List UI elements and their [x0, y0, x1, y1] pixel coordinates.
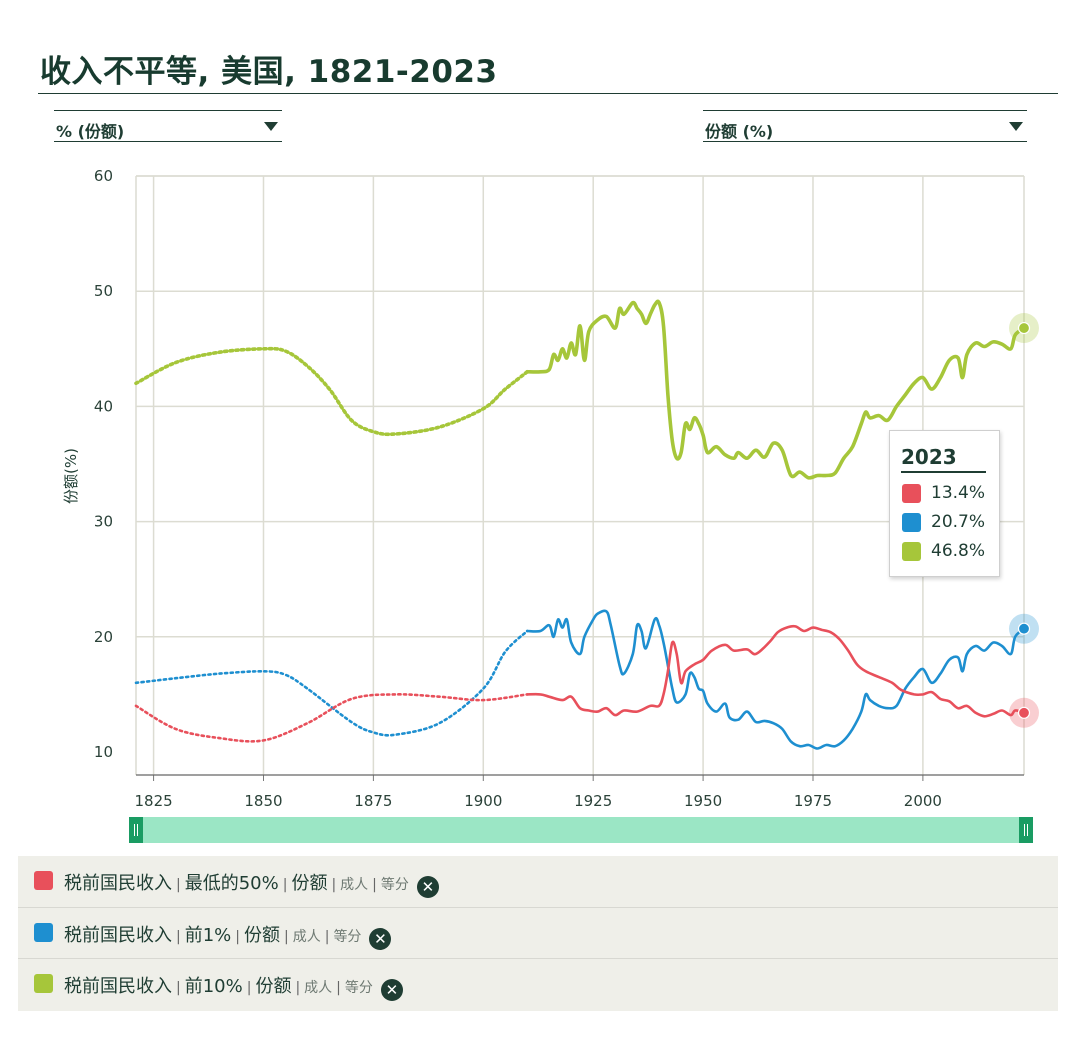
y-tick-label: 40	[94, 397, 113, 415]
x-tick-label: 1925	[574, 792, 612, 810]
y-tick-label: 30	[94, 513, 113, 531]
legend-item-top10: 税前国民收入 | 前10% | 份额 | 成人 | 等分 ✕	[18, 958, 1058, 1009]
tooltip-swatch	[902, 542, 921, 561]
series-lines	[134, 299, 1026, 750]
left-axis-unit-label: % (份额)	[56, 122, 125, 141]
page-title: 收入不平等, 美国, 1821-2023	[40, 54, 498, 90]
end-markers	[1009, 313, 1039, 728]
legend-text: 税前国民收入 | 最低的50% | 份额 | 成人 | 等分 ✕	[64, 869, 439, 898]
legend-panel: 税前国民收入 | 最低的50% | 份额 | 成人 | 等分 ✕ 税前国民收入 | 前1% | 份额 | 成人…	[18, 856, 1058, 1011]
legend-swatch	[34, 974, 53, 993]
range-start-handle[interactable]	[129, 817, 143, 843]
series-line-projected	[134, 629, 529, 737]
close-icon[interactable]: ✕	[380, 979, 403, 1001]
right-axis-unit-label: 份额 (%)	[705, 122, 774, 141]
tooltip-row: 46.8%	[902, 540, 997, 562]
x-tick-label: 1900	[464, 792, 502, 810]
close-icon[interactable]: ✕	[369, 928, 392, 950]
legend-swatch	[34, 923, 53, 942]
tooltip-row: 20.7%	[902, 511, 997, 533]
chevron-down-icon	[1009, 122, 1023, 131]
tooltip-value: 20.7%	[931, 512, 986, 532]
x-tick-label: 1850	[244, 792, 282, 810]
series-line	[525, 299, 1026, 480]
series-line-projected	[134, 693, 529, 743]
tooltip-value: 13.4%	[931, 483, 986, 503]
legend-swatch	[34, 871, 53, 890]
x-tick-label: 1825	[134, 792, 172, 810]
y-tick-label: 60	[94, 167, 113, 185]
x-tick-label: 1975	[794, 792, 832, 810]
y-tick-label: 10	[94, 743, 113, 761]
legend-text: 税前国民收入 | 前1% | 份额 | 成人 | 等分 ✕	[64, 921, 392, 950]
series-line	[525, 624, 1026, 718]
right-axis-unit-dropdown[interactable]: 份额 (%)	[703, 110, 1027, 142]
left-axis-unit-dropdown[interactable]: % (份额)	[54, 110, 282, 142]
x-tick-label: 1875	[354, 792, 392, 810]
y-tick-label: 20	[94, 628, 113, 646]
title-divider	[38, 93, 1058, 94]
end-marker-point	[1017, 321, 1031, 335]
tooltip-year: 2023	[901, 445, 986, 473]
tooltip-swatch	[902, 484, 921, 503]
legend-item-top1: 税前国民收入 | 前1% | 份额 | 成人 | 等分 ✕	[18, 907, 1058, 958]
tooltip-swatch	[902, 513, 921, 532]
close-icon[interactable]: ✕	[416, 876, 439, 898]
tooltip-row: 13.4%	[902, 482, 997, 504]
series-line	[525, 609, 1026, 750]
chevron-down-icon	[264, 122, 278, 131]
x-tick-label: 1950	[684, 792, 722, 810]
legend-text: 税前国民收入 | 前10% | 份额 | 成人 | 等分 ✕	[64, 972, 403, 1001]
y-axis-label: 份额(%)	[62, 448, 80, 504]
tooltip-value: 46.8%	[931, 541, 986, 561]
end-marker-point	[1017, 706, 1031, 719]
range-end-handle[interactable]	[1019, 817, 1033, 843]
x-tick-label: 2000	[904, 792, 942, 810]
time-range-slider[interactable]	[129, 817, 1033, 843]
hover-tooltip: 2023 13.4% 20.7% 46.8%	[889, 430, 1000, 577]
axes: 1825 1850 1875 1900 1925 1950 1975 2000 10 20 30 40…	[94, 167, 1024, 810]
line-chart[interactable]: 1825 1850 1875 1900 1925 1950 1975 2000 10 20 30 40…	[0, 150, 1080, 810]
y-tick-label: 50	[94, 282, 113, 300]
legend-item-bottom50: 税前国民收入 | 最低的50% | 份额 | 成人 | 等分 ✕	[18, 856, 1058, 907]
series-line-projected	[134, 346, 529, 437]
grid	[135, 175, 1025, 775]
end-marker-point	[1017, 622, 1031, 635]
